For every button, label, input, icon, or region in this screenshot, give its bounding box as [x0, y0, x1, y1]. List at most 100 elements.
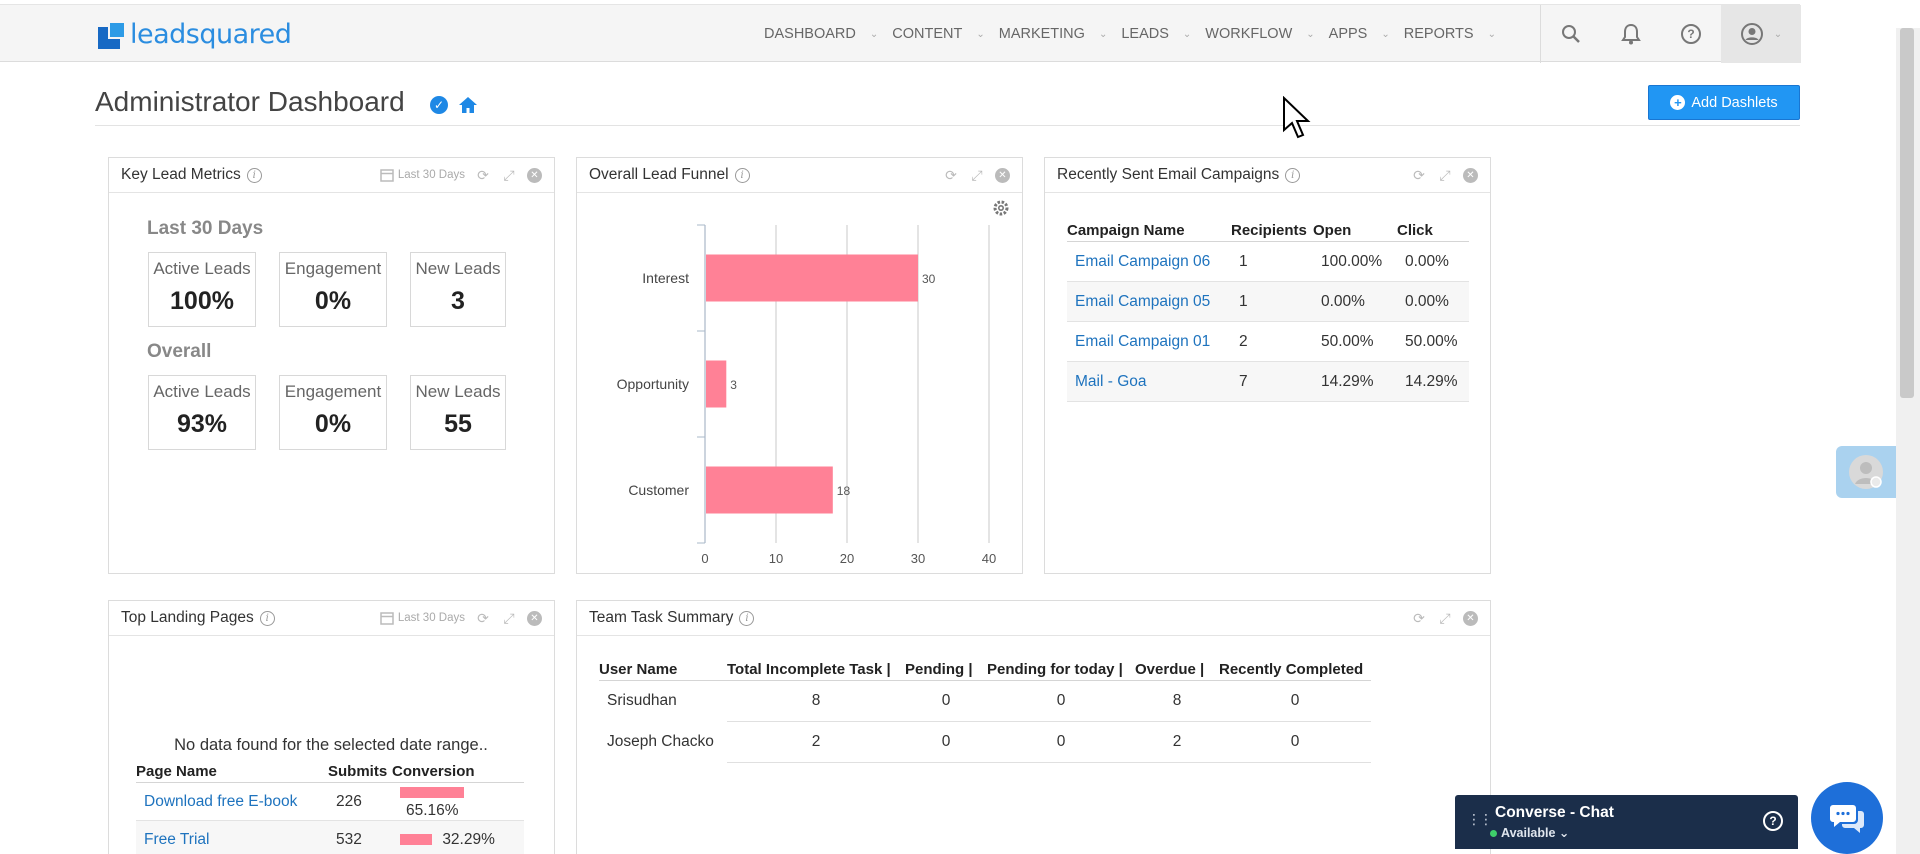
column-header-label: Pending	[905, 661, 965, 678]
pending-cell[interactable]: 0	[905, 680, 987, 722]
table-header-row: Campaign Name Recipients Open Click	[1067, 216, 1469, 242]
column-header-label: Pending for today	[987, 661, 1115, 678]
campaign-link[interactable]: Email Campaign 06	[1067, 241, 1231, 282]
chat-status-selector[interactable]: Available ⌄	[1501, 825, 1569, 840]
table-row: Free Trial 532 32.29%	[136, 820, 524, 854]
refresh-icon[interactable]: ⟳	[477, 609, 489, 626]
notification-bell-icon[interactable]	[1601, 5, 1661, 63]
chart-settings-gear-icon[interactable]	[993, 200, 1009, 216]
team-task-table: User Name Total Incomplete Task | Pendin…	[599, 659, 1371, 763]
user-profile-menu[interactable]: ⌄	[1721, 5, 1801, 63]
expand-icon[interactable]: ⤢	[503, 609, 515, 626]
expand-icon[interactable]: ⤢	[1439, 609, 1451, 626]
nav-item-label: APPS	[1328, 26, 1368, 42]
nav-item-content[interactable]: CONTENT ⌄	[892, 26, 984, 42]
pending-cell[interactable]: 0	[905, 721, 987, 763]
nav-item-reports[interactable]: REPORTS ⌄	[1404, 26, 1496, 42]
info-icon[interactable]: i	[734, 167, 750, 183]
search-icon[interactable]	[1541, 5, 1601, 63]
nav-item-label: WORKFLOW	[1205, 26, 1293, 42]
click-rate-cell: 0.00%	[1397, 281, 1469, 322]
date-range-selector[interactable]: Last 30 Days	[380, 611, 465, 625]
nav-item-marketing[interactable]: MARKETING ⌄	[999, 26, 1108, 42]
campaign-link[interactable]: Mail - Goa	[1067, 361, 1231, 402]
expand-icon[interactable]: ⤢	[971, 166, 983, 183]
chat-title: Converse - Chat	[1495, 804, 1614, 821]
date-range-selector[interactable]: Last 30 Days	[380, 168, 465, 182]
overdue-cell[interactable]: 8	[1135, 680, 1219, 722]
pending-today-cell[interactable]: 0	[987, 721, 1135, 763]
dashlet-title: Key Lead Metrics	[121, 166, 241, 183]
funnel-bar	[706, 360, 727, 408]
leadsquared-logo[interactable]: leadsquared	[98, 19, 292, 50]
funnel-bar	[706, 254, 918, 302]
total-incomplete-cell[interactable]: 8	[727, 680, 905, 722]
expand-icon[interactable]: ⤢	[503, 166, 515, 183]
expand-icon[interactable]: ⤢	[1439, 166, 1451, 183]
close-icon[interactable]: ✕	[1463, 610, 1478, 626]
conversion-cell: 32.29%	[392, 820, 524, 854]
total-incomplete-cell[interactable]: 2	[727, 721, 905, 763]
close-icon[interactable]: ✕	[1463, 167, 1478, 183]
key-lead-metrics-dashlet: Key Lead Metrics i Last 30 Days ⟳ ⤢ ✕ La…	[108, 157, 555, 574]
column-header: Pending |	[905, 659, 987, 681]
side-avatar-icon[interactable]	[1836, 446, 1896, 498]
info-icon[interactable]: i	[739, 610, 755, 626]
nav-item-workflow[interactable]: WORKFLOW ⌄	[1205, 26, 1314, 42]
converse-chat-bar[interactable]: ⋮⋮ Converse - Chat Available ⌄ ?	[1455, 795, 1798, 849]
info-icon[interactable]: i	[1285, 167, 1301, 183]
metric-label: Engagement	[284, 259, 382, 278]
help-icon[interactable]: ?	[1661, 5, 1721, 63]
conversion-bar	[400, 833, 432, 845]
info-icon[interactable]: i	[259, 610, 275, 626]
refresh-icon[interactable]: ⟳	[477, 166, 489, 183]
info-icon[interactable]: i	[246, 167, 262, 183]
x-tick-label: 0	[701, 551, 708, 566]
campaign-link[interactable]: Email Campaign 01	[1067, 321, 1231, 362]
nav-item-leads[interactable]: LEADS ⌄	[1121, 26, 1191, 42]
home-icon[interactable]	[458, 96, 478, 114]
landing-page-link[interactable]: Free Trial	[136, 820, 328, 854]
refresh-icon[interactable]: ⟳	[945, 166, 957, 183]
user-name-cell: Srisudhan	[607, 692, 677, 710]
date-range-label: Last 30 Days	[397, 169, 465, 181]
close-icon[interactable]: ✕	[995, 167, 1010, 183]
column-header: User Name	[599, 659, 727, 681]
close-icon[interactable]: ✕	[527, 167, 542, 183]
nav-item-apps[interactable]: APPS ⌄	[1329, 26, 1390, 42]
column-header: Click	[1397, 216, 1469, 242]
close-icon[interactable]: ✕	[527, 610, 542, 626]
landing-page-link[interactable]: Download free E-book	[136, 782, 328, 821]
nav-item-label: DASHBOARD	[764, 26, 856, 42]
category-label: Interest	[642, 270, 689, 286]
user-name-cell: Joseph Chacko	[607, 733, 714, 750]
add-dashlets-label: Add Dashlets	[1691, 94, 1778, 111]
recently-completed-cell[interactable]: 0	[1219, 721, 1371, 763]
nav-item-dashboard[interactable]: DASHBOARD ⌄	[764, 26, 878, 42]
click-rate-cell: 50.00%	[1397, 321, 1469, 362]
verified-check-icon: ✓	[430, 96, 448, 114]
recently-completed-cell[interactable]: 0	[1219, 680, 1371, 722]
metric-card: Engagement 0%	[279, 252, 387, 327]
overdue-cell[interactable]: 2	[1135, 721, 1219, 763]
pending-today-cell[interactable]: 0	[987, 680, 1135, 722]
drag-handle-icon[interactable]: ⋮⋮	[1467, 811, 1493, 827]
chat-help-icon[interactable]: ?	[1763, 811, 1783, 831]
refresh-icon[interactable]: ⟳	[1413, 166, 1425, 183]
metric-label: New Leads	[415, 259, 501, 278]
vertical-scrollbar[interactable]	[1896, 28, 1920, 854]
chat-bubble-icon[interactable]	[1811, 782, 1883, 854]
recipients-cell: 1	[1231, 241, 1313, 282]
column-header: Total Incomplete Task |	[727, 659, 905, 681]
landing-pages-table: Page Name Submits Conversion Download fr…	[136, 761, 524, 854]
add-dashlets-button[interactable]: + Add Dashlets	[1648, 85, 1800, 120]
metric-card: New Leads 55	[410, 375, 506, 450]
scrollbar-thumb[interactable]	[1900, 28, 1914, 398]
campaign-link[interactable]: Email Campaign 05	[1067, 281, 1231, 322]
x-tick-label: 30	[911, 551, 925, 566]
bar-value-label: 18	[837, 484, 851, 498]
top-navigation-bar: leadsquared DASHBOARD ⌄ CONTENT ⌄ MARKETIN…	[0, 4, 1801, 63]
refresh-icon[interactable]: ⟳	[1413, 609, 1425, 626]
email-campaigns-table: Campaign Name Recipients Open Click Emai…	[1067, 216, 1469, 402]
